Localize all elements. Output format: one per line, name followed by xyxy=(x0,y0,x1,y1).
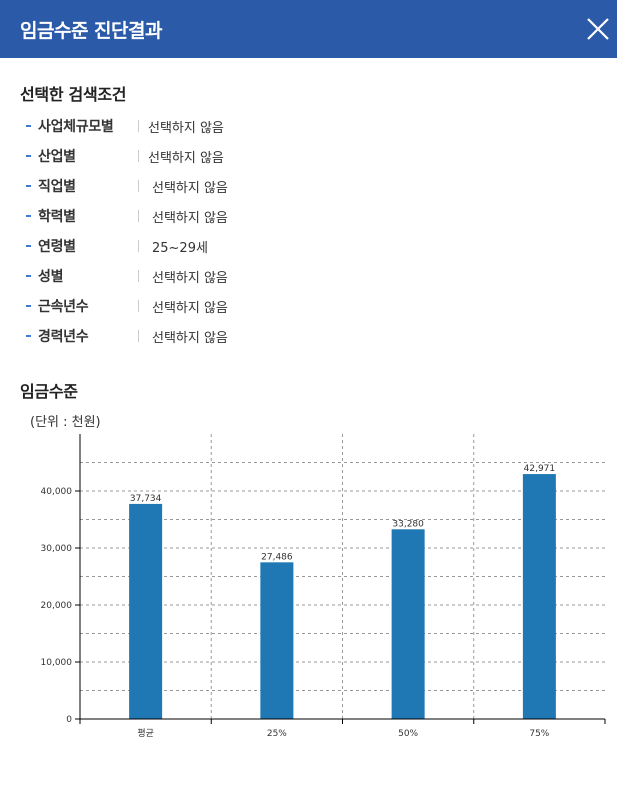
criteria-row-occupation: 직업별 선택하지 않음 xyxy=(26,176,426,196)
separator xyxy=(138,150,139,162)
bullet-icon xyxy=(26,185,31,187)
x-tick-label: 평균 xyxy=(137,728,154,739)
y-tick-label: 30,000 xyxy=(41,544,73,554)
criteria-row-experience: 경력년수 선택하지 않음 xyxy=(26,326,426,346)
criteria-title: 선택한 검색조건 xyxy=(20,85,127,104)
bar-value-label: 27,486 xyxy=(261,552,293,562)
dialog-title: 임금수준 진단결과 xyxy=(20,20,162,42)
criteria-value: 선택하지 않음 xyxy=(152,211,228,226)
y-tick-label: 0 xyxy=(66,715,72,725)
close-icon[interactable] xyxy=(585,16,611,42)
bar xyxy=(522,474,556,719)
criteria-row-age: 연령별 25~29세 xyxy=(26,236,426,256)
separator xyxy=(138,210,139,222)
bullet-icon xyxy=(26,125,31,127)
bullet-icon xyxy=(26,335,31,337)
bar xyxy=(391,529,425,719)
criteria-value: 25~29세 xyxy=(152,241,208,256)
criteria-label: 연령별 xyxy=(38,239,76,255)
separator xyxy=(138,120,139,132)
dialog-header: 임금수준 진단결과 xyxy=(0,0,617,58)
wage-bar-chart: 37,734 27,486 33,280 42,971 0 10,000 20,000 30… xyxy=(41,434,606,739)
separator xyxy=(138,330,139,342)
criteria-label: 경력년수 xyxy=(38,329,89,345)
wage-title: 임금수준 xyxy=(20,382,78,401)
bullet-icon xyxy=(26,275,31,277)
bar-value-label: 42,971 xyxy=(524,464,556,474)
y-tick-label: 10,000 xyxy=(41,658,73,668)
separator xyxy=(138,240,139,252)
bullet-icon xyxy=(26,245,31,247)
criteria-label: 산업별 xyxy=(38,149,76,165)
criteria-value: 선택하지 않음 xyxy=(152,301,228,316)
separator xyxy=(138,270,139,282)
x-tick-label: 50% xyxy=(398,729,418,739)
criteria-label: 사업체규모별 xyxy=(38,119,114,135)
bar-value-label: 37,734 xyxy=(130,494,162,504)
separator xyxy=(138,180,139,192)
y-tick-label: 20,000 xyxy=(41,601,73,611)
bar xyxy=(129,503,163,719)
chart-axes: 0 10,000 20,000 30,000 40,000 평균 25% 50% 75% xyxy=(41,434,606,739)
criteria-row-industry: 산업별 선택하지 않음 xyxy=(26,146,426,166)
x-tick-label: 25% xyxy=(267,729,287,739)
y-tick-label: 40,000 xyxy=(41,487,73,497)
criteria-label: 학력별 xyxy=(38,209,76,225)
x-tick-label: 75% xyxy=(529,729,549,739)
bar xyxy=(260,562,294,719)
criteria-row-gender: 성별 선택하지 않음 xyxy=(26,266,426,286)
criteria-row-tenure: 근속년수 선택하지 않음 xyxy=(26,296,426,316)
criteria-value: 선택하지 않음 xyxy=(148,121,224,136)
bullet-icon xyxy=(26,215,31,217)
separator xyxy=(138,300,139,312)
criteria-value: 선택하지 않음 xyxy=(152,331,228,346)
criteria-value: 선택하지 않음 xyxy=(148,151,224,166)
criteria-label: 성별 xyxy=(38,269,64,285)
criteria-row-size: 사업체규모별 선택하지 않음 xyxy=(26,116,426,136)
criteria-value: 선택하지 않음 xyxy=(152,271,228,286)
criteria-row-education: 학력별 선택하지 않음 xyxy=(26,206,426,226)
unit-label: (단위 : 천원) xyxy=(30,415,101,430)
bullet-icon xyxy=(26,305,31,307)
criteria-label: 직업별 xyxy=(38,179,76,195)
bar-value-label: 33,280 xyxy=(392,519,424,529)
bullet-icon xyxy=(26,155,31,157)
criteria-value: 선택하지 않음 xyxy=(152,181,228,196)
chart-bars: 37,734 27,486 33,280 42,971 xyxy=(129,464,556,719)
criteria-label: 근속년수 xyxy=(38,299,89,315)
